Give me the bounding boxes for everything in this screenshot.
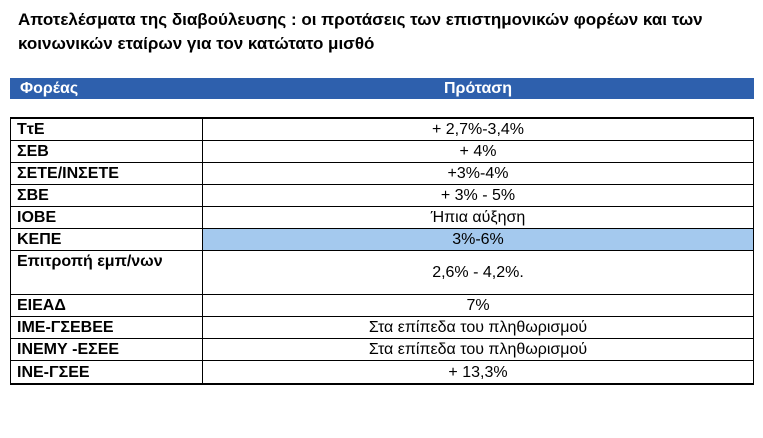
- row-proposal: Ήπια αύξηση: [430, 209, 526, 226]
- row-body: Επιτροπή εμπ/νων: [11, 251, 203, 294]
- row-body: ΕΙΕΑΔ: [11, 295, 203, 316]
- row-body: ΤτΕ: [11, 119, 203, 140]
- row-body: ΣΒΕ: [11, 185, 203, 206]
- table-row: ΣΕΒ + 4%: [11, 141, 753, 163]
- header-proposal: Πρόταση: [443, 80, 513, 97]
- row-body: ΣΕΤΕ/ΙΝΣΕΤΕ: [11, 163, 203, 184]
- table-row: ΣΒΕ + 3% - 5%: [11, 185, 753, 207]
- table-row-highlighted: ΚΕΠΕ 3%-6%: [11, 229, 753, 251]
- row-proposal: +3%-4%: [447, 165, 509, 182]
- table-header: Φορέας Πρόταση: [10, 78, 754, 99]
- row-proposal: + 2,7%-3,4%: [431, 121, 525, 138]
- row-proposal: + 3% - 5%: [440, 187, 516, 204]
- row-body: ΣΕΒ: [11, 141, 203, 162]
- row-proposal: 2,6% - 4,2%.: [432, 264, 524, 281]
- table-row: ΣΕΤΕ/ΙΝΣΕΤΕ +3%-4%: [11, 163, 753, 185]
- table-row: ΙΝΕΜΥ -ΕΣΕΕ Στα επίπεδα του πληθωρισμού: [11, 339, 753, 361]
- row-body: ΙΟΒΕ: [11, 207, 203, 228]
- table-row: ΕΙΕΑΔ 7%: [11, 295, 753, 317]
- header-body: Φορέας: [20, 80, 79, 97]
- row-body: ΙΜΕ-ΓΣΕΒΕΕ: [11, 317, 203, 338]
- row-proposal: + 4%: [459, 143, 497, 160]
- table-row: ΙΟΒΕ Ήπια αύξηση: [11, 207, 753, 229]
- row-body: ΚΕΠΕ: [11, 229, 203, 250]
- row-proposal: + 13,3%: [448, 363, 508, 381]
- table-row: ΙΝΕ-ΓΣΕΕ + 13,3%: [11, 361, 753, 383]
- row-proposal: 7%: [466, 297, 490, 314]
- row-proposal: Στα επίπεδα του πληθωρισμού: [368, 341, 588, 358]
- table-row: ΤτΕ + 2,7%-3,4%: [11, 119, 753, 141]
- proposals-table: ΤτΕ + 2,7%-3,4% ΣΕΒ + 4% ΣΕΤΕ/ΙΝΣΕΤΕ +3%…: [10, 117, 754, 385]
- table-row: ΙΜΕ-ΓΣΕΒΕΕ Στα επίπεδα του πληθωρισμού: [11, 317, 753, 339]
- row-body: ΙΝΕ-ΓΣΕΕ: [11, 361, 203, 383]
- page-title: Αποτελέσματα της διαβούλευσης : οι προτά…: [18, 10, 703, 53]
- row-proposal: Στα επίπεδα του πληθωρισμού: [368, 319, 588, 336]
- row-body: ΙΝΕΜΥ -ΕΣΕΕ: [11, 339, 203, 360]
- row-proposal-highlighted: 3%-6%: [203, 229, 753, 250]
- table-row: Επιτροπή εμπ/νων 2,6% - 4,2%.: [11, 251, 753, 295]
